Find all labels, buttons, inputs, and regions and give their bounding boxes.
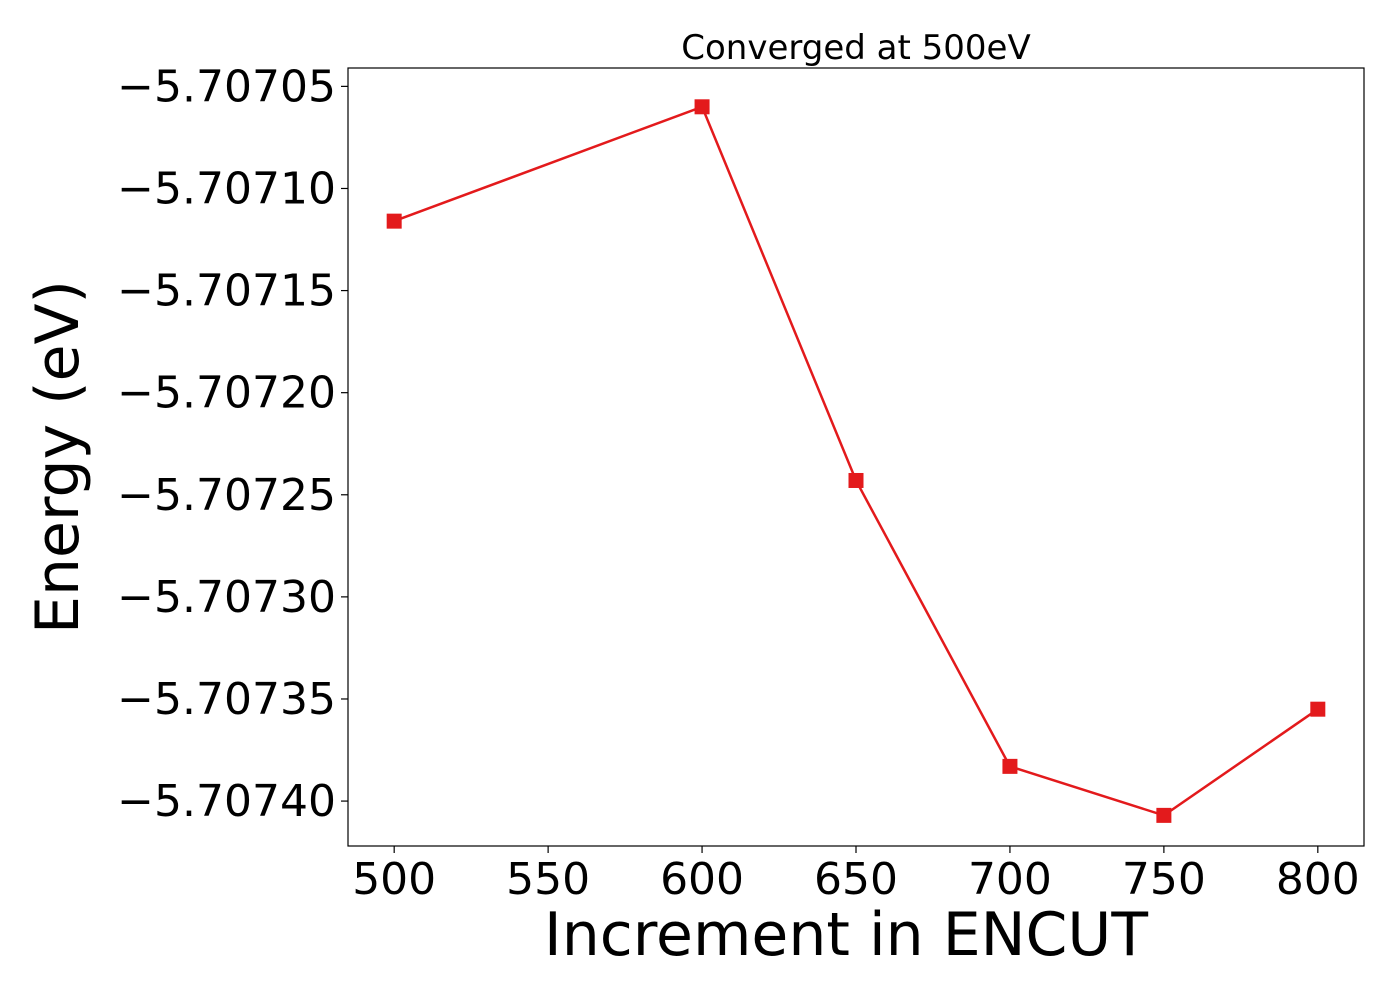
y-tick-label: −5.70725 [117,470,336,521]
x-axis-label: Increment in ENCUT [544,900,1148,970]
data-point-marker [694,99,710,115]
y-tick-label: −5.70730 [117,572,336,623]
y-tick-label: −5.70705 [117,61,336,112]
x-tick-label: 700 [968,854,1052,905]
y-tick-label: −5.70740 [117,776,336,827]
y-tick-label: −5.70710 [117,163,336,214]
data-point-marker [1310,701,1326,717]
x-tick-label: 800 [1276,854,1360,905]
series-line [386,99,1326,823]
chart-title: Converged at 500eV [681,28,1030,68]
data-point-marker [848,472,864,488]
x-tick-label: 550 [506,854,590,905]
data-point-marker [1156,807,1172,823]
x-tick-label: 600 [660,854,744,905]
series-polyline [393,105,1319,817]
y-tick-label: −5.70735 [117,674,336,725]
data-point-marker [1002,758,1018,774]
x-tick-label: 750 [1122,854,1206,905]
y-tick-label: −5.70715 [117,266,336,317]
data-point-marker [386,213,402,229]
y-axis-ticks: −5.70705 −5.70710 −5.70715 −5.70720 −5.70725… [117,61,348,827]
x-axis-ticks: 500 550 600 650 700 750 800 [352,846,1360,905]
plot-area-frame [347,67,1365,847]
y-tick-label: −5.70720 [117,368,336,419]
y-axis-label: Energy (eV) [23,280,93,634]
x-tick-label: 500 [352,854,436,905]
x-tick-label: 650 [814,854,898,905]
